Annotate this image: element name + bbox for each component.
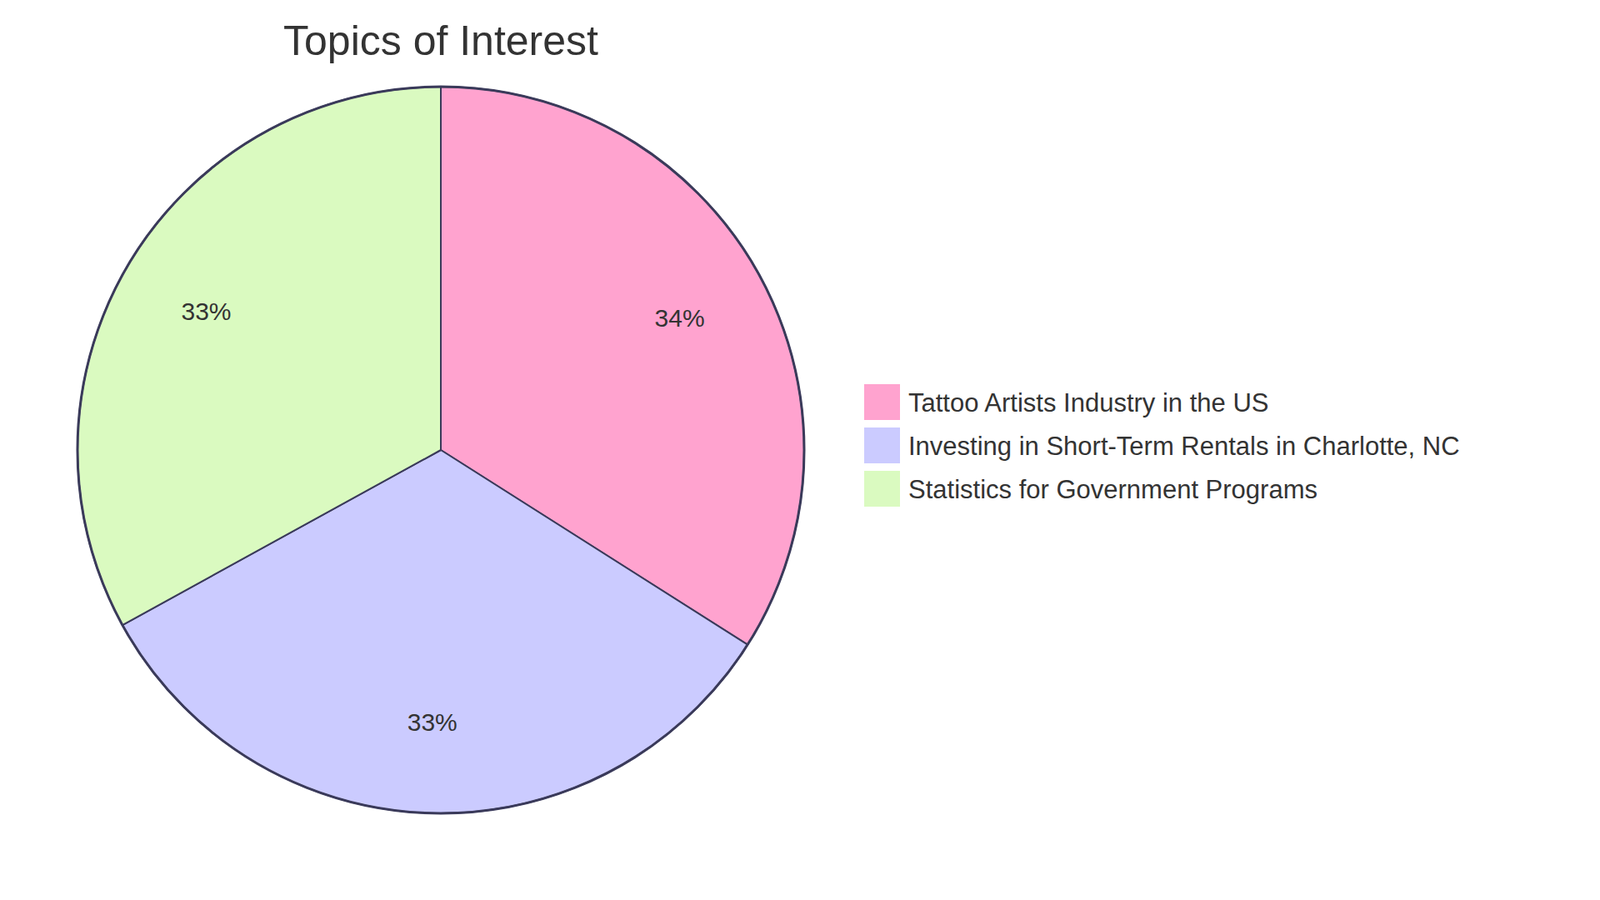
data-label: 34% [655, 304, 705, 332]
data-label: 33% [181, 297, 232, 325]
legend-label: Investing in Short-Term Rentals in Charl… [908, 431, 1460, 461]
chart: Topics of Interest 34% 33% 33% Tattoo Artist… [0, 0, 1600, 900]
legend-swatch [864, 427, 900, 464]
slice [77, 86, 441, 625]
legend-swatch [864, 470, 900, 507]
title: Topics of Interest [283, 17, 599, 65]
data-label: 33% [407, 708, 458, 736]
chart-container: Topics of Interest 34% 33% 33% Tattoo Artist… [0, 0, 1600, 900]
legend-label: Statistics for Government Programs [908, 475, 1318, 505]
legend-swatch [864, 384, 900, 420]
legend-label: Tattoo Artists Industry in the US [908, 388, 1269, 418]
data-labels: 34% 33% 33% [181, 297, 705, 736]
pie-outline [77, 86, 805, 814]
slices [77, 86, 805, 814]
legend: Tattoo Artists Industry in the US Investi… [864, 384, 1460, 507]
